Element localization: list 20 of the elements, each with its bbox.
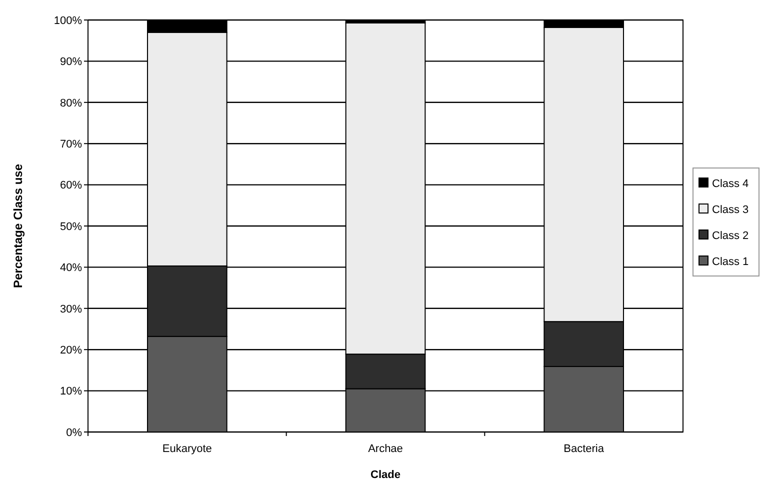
- y-tick-label: 100%: [54, 14, 82, 27]
- y-tick-label: 20%: [60, 344, 82, 356]
- y-tick-label: 30%: [60, 303, 82, 316]
- y-tick-label: 40%: [60, 262, 82, 274]
- y-tick-label: 10%: [60, 386, 82, 398]
- legend-label: Class 1: [712, 256, 749, 268]
- y-tick-label: 60%: [60, 180, 82, 192]
- y-tick-label: 70%: [60, 138, 82, 150]
- legend-label: Class 2: [712, 230, 749, 242]
- x-tick-label: Eukaryote: [162, 443, 212, 455]
- y-tick-label: 50%: [60, 220, 82, 233]
- legend-label: Class 4: [712, 178, 749, 190]
- y-tick-label: 90%: [60, 56, 82, 68]
- x-tick-label: Bacteria: [564, 443, 605, 455]
- y-axis-title: Percentage Class use: [11, 164, 25, 288]
- x-tick-label: Archae: [368, 443, 403, 455]
- legend-label: Class 3: [712, 204, 749, 216]
- x-axis-title: Clade: [370, 469, 400, 481]
- y-tick-label: 80%: [60, 97, 82, 110]
- y-tick-label: 0%: [66, 426, 82, 439]
